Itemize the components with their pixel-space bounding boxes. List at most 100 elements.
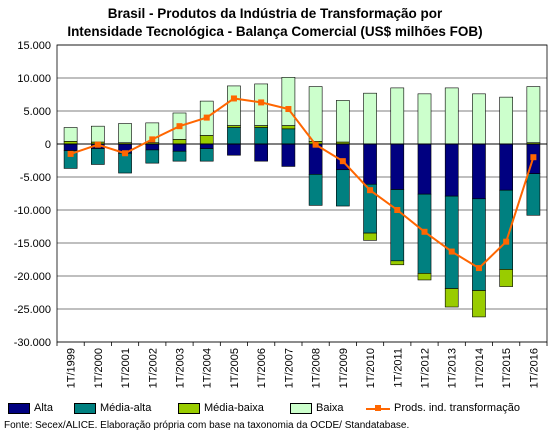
bar-baixa	[444, 87, 459, 145]
legend-item-prods-ind: Prods. ind. transformação	[366, 402, 520, 414]
x-tick-label: 1T/2005	[229, 348, 241, 388]
y-tick-label: -20.000	[14, 271, 51, 283]
bar-alta	[499, 143, 513, 191]
bar-baixa	[281, 77, 296, 126]
x-tick-label: 1T/2009	[338, 348, 350, 388]
bar-media-alta	[472, 198, 486, 291]
bar-alta	[472, 143, 486, 200]
x-tick-label: 1T/2014	[474, 348, 486, 388]
legend-swatch-alta	[8, 402, 30, 414]
bar-baixa	[363, 92, 377, 145]
bar-baixa	[227, 85, 241, 126]
bar-media-alta	[199, 148, 214, 162]
point-prods-ind-transformacao	[285, 106, 292, 113]
bar-media-baixa	[172, 139, 187, 145]
legend-label-media-baixa: Média-baixa	[204, 402, 264, 414]
chart-title-line-2: Intensidade Tecnológica - Balança Comerc…	[67, 24, 483, 39]
legend-item-alta: Alta	[8, 402, 53, 414]
legend: Alta Média-alta Média-baixa Baixa Prods.…	[8, 402, 548, 418]
y-tick-label: 15.000	[17, 40, 51, 52]
point-prods-ind-transformacao	[475, 265, 482, 272]
y-tick-label: -30.000	[14, 337, 51, 349]
bar-baixa	[308, 86, 323, 142]
bar-baixa	[335, 100, 350, 143]
x-tick-label: 1T/2013	[447, 348, 459, 388]
point-prods-ind-transformacao	[312, 141, 319, 148]
bar-media-baixa	[499, 269, 513, 287]
bar-media-baixa	[199, 135, 214, 145]
x-tick-label: 1T/2006	[256, 348, 268, 388]
bar-media-baixa	[472, 290, 486, 318]
point-prods-ind-transformacao	[394, 207, 401, 213]
bar-alta	[145, 143, 160, 151]
legend-item-media-baixa: Média-baixa	[178, 402, 264, 414]
y-tick-label: 10.000	[17, 73, 51, 85]
bar-baixa	[390, 87, 405, 145]
x-tick-label: 1T/2011	[392, 348, 404, 388]
point-prods-ind-transformacao	[258, 99, 265, 106]
x-tick-label: 1T/2016	[528, 348, 540, 388]
point-prods-ind-transformacao	[421, 228, 428, 235]
point-prods-ind-transformacao	[230, 95, 237, 102]
y-tick-label: -15.000	[14, 238, 51, 250]
bar-media-baixa	[417, 273, 432, 281]
y-tick-label: -5.000	[20, 172, 51, 184]
y-tick-label: 5.000	[23, 106, 51, 118]
bar-baixa	[526, 86, 541, 143]
bar-media-alta	[526, 173, 541, 216]
point-prods-ind-transformacao	[203, 114, 210, 121]
point-prods-ind-transformacao	[448, 248, 455, 255]
point-prods-ind-transformacao	[94, 141, 101, 148]
bar-media-alta	[172, 150, 187, 162]
bar-alta	[417, 143, 432, 195]
bar-alta	[444, 143, 459, 197]
x-tick-label: 1T/2007	[283, 348, 295, 388]
y-tick-label: -10.000	[14, 205, 51, 217]
bar-media-baixa	[281, 125, 296, 130]
bar-media-alta	[308, 174, 323, 206]
x-tick-label: 1T/2012	[420, 348, 432, 388]
bar-media-alta	[227, 127, 241, 145]
bar-media-alta	[254, 127, 268, 145]
point-prods-ind-transformacao	[122, 150, 129, 157]
line-prods-ind-transformacao	[70, 97, 535, 270]
legend-swatch-media-baixa	[178, 402, 200, 414]
x-tick-label: 1T/2002	[147, 348, 159, 388]
x-tick-label: 1T/2015	[501, 348, 513, 388]
point-prods-ind-transformacao	[149, 136, 156, 143]
bar-media-alta	[91, 148, 105, 165]
y-tick-label: 0	[45, 139, 51, 151]
bar-alta	[390, 143, 405, 190]
legend-swatch-prods-ind	[366, 403, 390, 414]
legend-swatch-baixa	[290, 402, 312, 414]
bar-media-alta	[444, 195, 459, 289]
point-prods-ind-transformacao	[530, 154, 537, 161]
bar-media-baixa	[390, 260, 405, 266]
bar-media-alta	[63, 150, 78, 169]
x-tick-label: 1T/2000	[93, 348, 105, 388]
bar-media-alta	[390, 189, 405, 262]
legend-label-baixa: Baixa	[316, 402, 344, 414]
bar-alta	[199, 143, 214, 149]
legend-label-alta: Alta	[34, 402, 53, 414]
x-tick-label: 1T/2003	[175, 348, 187, 388]
point-prods-ind-transformacao	[176, 123, 183, 130]
point-prods-ind-transformacao	[367, 187, 374, 194]
bar-baixa	[118, 123, 132, 143]
x-tick-label: 1T/2001	[120, 348, 132, 388]
point-prods-ind-transformacao	[503, 238, 510, 245]
bar-baixa	[417, 93, 432, 145]
legend-item-media-alta: Média-alta	[74, 402, 151, 414]
y-tick-label: -25.000	[14, 304, 51, 316]
legend-item-baixa: Baixa	[290, 402, 344, 414]
point-prods-ind-transformacao	[339, 158, 346, 165]
bar-media-alta	[281, 128, 296, 145]
bar-alta	[254, 143, 268, 162]
bar-alta	[63, 143, 78, 151]
bar-media-alta	[335, 169, 350, 207]
chart-title-line-1: Brasil - Produtos da Indústria de Transf…	[107, 6, 443, 21]
x-tick-label: 1T/2004	[202, 348, 214, 388]
x-tick-label: 1T/1999	[66, 348, 78, 388]
